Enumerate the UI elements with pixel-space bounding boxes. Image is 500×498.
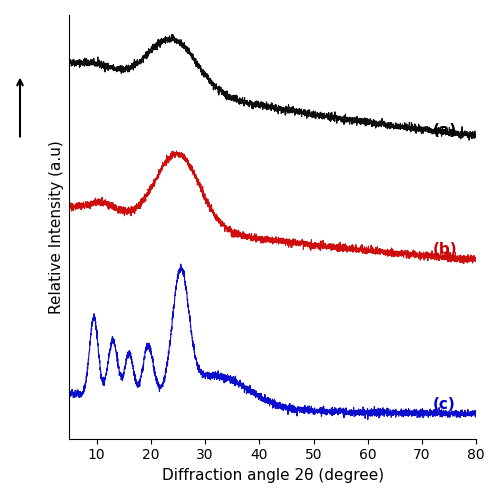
Y-axis label: Relative Intensity (a.u): Relative Intensity (a.u) <box>49 140 64 314</box>
Text: (b): (b) <box>433 242 458 257</box>
X-axis label: Diffraction angle 2θ (degree): Diffraction angle 2θ (degree) <box>162 468 384 483</box>
Text: (a): (a) <box>433 123 457 137</box>
Text: (c): (c) <box>433 397 456 412</box>
